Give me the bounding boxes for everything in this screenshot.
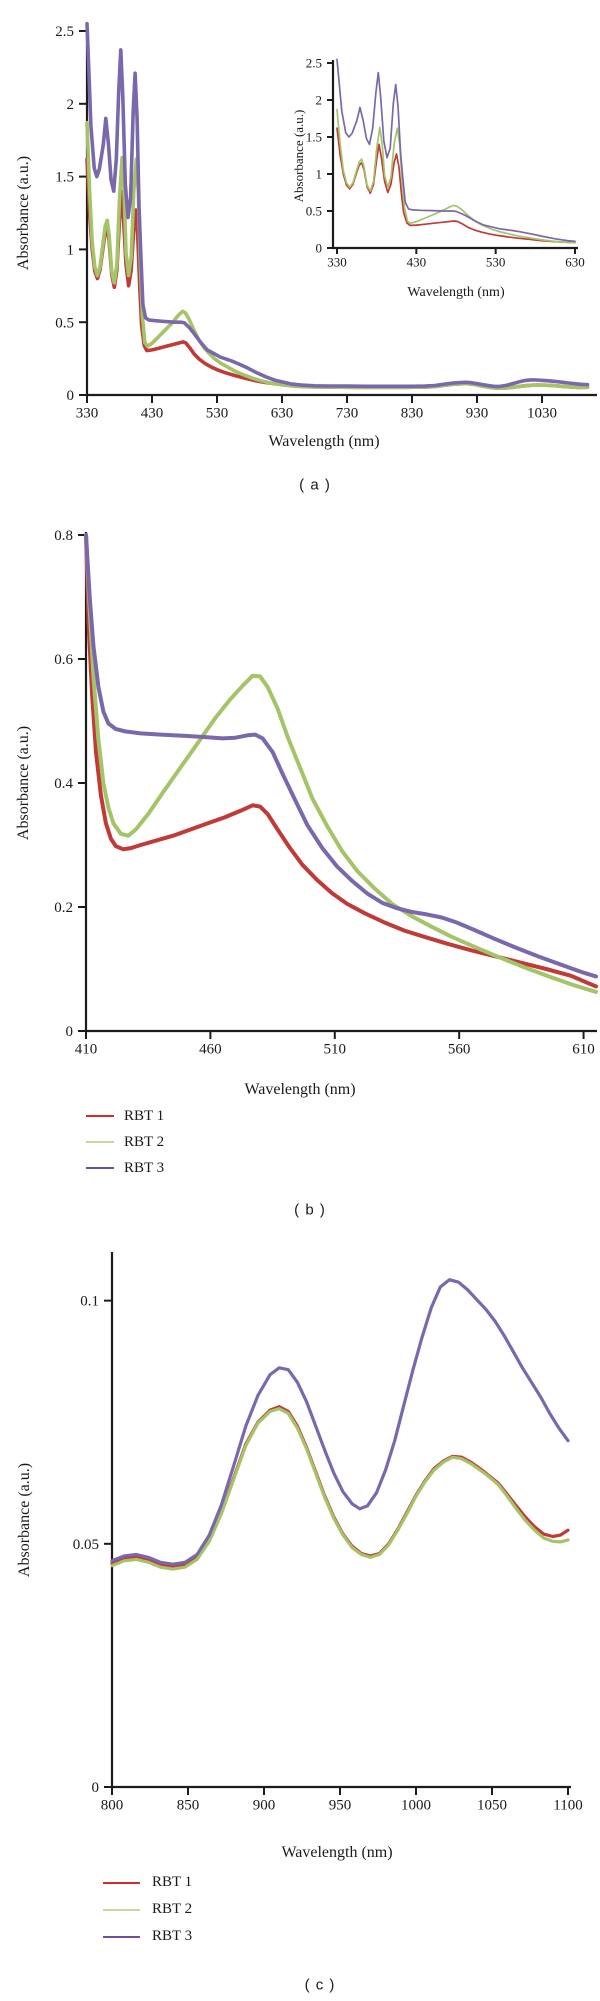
y-tick-label: 0.6 (54, 652, 73, 668)
y-tick-label: 2.5 (55, 24, 74, 40)
curve-rbt3 (110, 1278, 570, 1566)
legend-label: RBT 3 (152, 1928, 193, 1944)
y-tick-label: 0.5 (55, 315, 74, 331)
y-tick-label: 0 (67, 388, 75, 404)
legend-item: RBT 2 (103, 1896, 192, 1923)
curve-rbt3 (84, 533, 598, 979)
panel-a-x-axis-label: Wavelength (nm) (268, 433, 380, 450)
x-tick-label: 530 (206, 405, 229, 421)
x-tick-label: 610 (572, 1041, 595, 1057)
y-tick-label: 1.5 (306, 129, 322, 144)
x-tick-label: 510 (324, 1041, 347, 1057)
x-tick-label: 830 (401, 405, 424, 421)
panel-c-caption: ( c ) (304, 1976, 336, 1994)
y-tick-label: 1.5 (55, 170, 74, 186)
y-tick-label: 0.4 (54, 776, 73, 792)
x-tick-label: 900 (253, 1797, 276, 1813)
y-tick-label: 0 (92, 1780, 100, 1796)
y-tick-label: 2.5 (306, 55, 322, 70)
panel-b-y-axis-label: Absorbance (a.u.) (15, 725, 32, 841)
x-tick-label: 730 (336, 405, 359, 421)
x-tick-label: 330 (76, 405, 99, 421)
x-tick-label: 930 (466, 405, 489, 421)
curve-rbt2 (110, 1406, 570, 1571)
panel-a-caption: ( a ) (299, 476, 331, 494)
panel-c-y-axis-label: Absorbance (a.u.) (16, 1462, 33, 1578)
y-tick-label: 0.1 (80, 1294, 99, 1310)
y-tick-label: 0.2 (54, 900, 73, 916)
curve-rbt1 (84, 533, 598, 989)
x-tick-label: 330 (327, 254, 347, 269)
legend-label: RBT 1 (124, 1107, 165, 1124)
panel-b-caption: ( b ) (294, 1201, 326, 1219)
x-tick-label: 430 (407, 254, 427, 269)
legend-label: RBT 1 (152, 1874, 193, 1890)
y-tick-label: 2 (67, 97, 75, 113)
curve-rbt2 (84, 533, 598, 994)
x-tick-label: 560 (448, 1041, 471, 1057)
curve-rbt3 (336, 58, 576, 243)
curve-rbt2 (85, 120, 590, 391)
legend-line-swatch (103, 1881, 140, 1884)
legend-item: RBT 1 (86, 1103, 164, 1129)
panel-b: 410 460 510 560 610 0 0.2 0.4 0.6 0.8 (54, 528, 598, 1057)
panel-c-x-axis-label: Wavelength (nm) (281, 1844, 393, 1861)
y-tick-label: 0 (66, 1024, 74, 1040)
curve-rbt1 (336, 127, 576, 244)
curve-rbt1 (85, 157, 590, 391)
x-tick-label: 1030 (527, 405, 557, 421)
legend-label: RBT 2 (152, 1901, 193, 1917)
legend-line-swatch (86, 1141, 114, 1143)
y-tick-label: 1 (316, 166, 323, 181)
x-tick-label: 800 (101, 1797, 124, 1813)
y-tick-label: 0.5 (306, 203, 322, 218)
x-tick-label: 1000 (401, 1797, 431, 1813)
inset-y-axis-label: Absorbance (a.u.) (291, 109, 306, 203)
legend-item: RBT 1 (103, 1869, 192, 1896)
panel-a-main: 330 430 530 630 730 830 930 1030 0 0.5 1 1.5 2 2.5 (55, 21, 597, 421)
x-tick-label: 460 (199, 1041, 222, 1057)
legend-line-swatch (103, 1935, 140, 1938)
x-tick-label: 530 (486, 254, 506, 269)
x-tick-label: 630 (565, 254, 585, 269)
x-tick-label: 1100 (553, 1797, 582, 1813)
panel-c: 800 850 900 950 1000 1050 1100 0 0.05 0.1 (73, 1252, 583, 1813)
x-tick-label: 850 (177, 1797, 200, 1813)
inset-x-axis-label: Wavelength (nm) (407, 285, 505, 300)
legend-item: RBT 3 (103, 1923, 192, 1950)
legend-line-swatch (103, 1908, 140, 1911)
y-tick-label: 1 (67, 243, 75, 259)
legend-line-swatch (86, 1167, 114, 1169)
y-tick-label: 0.8 (54, 528, 73, 544)
panel-b-x-axis-label: Wavelength (nm) (244, 1081, 356, 1098)
x-tick-label: 950 (329, 1797, 352, 1813)
legend-line-swatch (86, 1115, 114, 1117)
panel-b-legend: RBT 1 RBT 2 RBT 3 (86, 1103, 164, 1181)
curve-rbt2 (336, 108, 576, 244)
panel-a-y-axis-label: Absorbance (a.u.) (15, 155, 32, 271)
legend-label: RBT 2 (124, 1133, 165, 1150)
y-tick-label: 0.05 (73, 1537, 99, 1553)
x-tick-label: 1050 (477, 1797, 507, 1813)
x-tick-label: 410 (75, 1041, 98, 1057)
legend-label: RBT 3 (124, 1159, 165, 1176)
panel-a-inset: 330 430 530 630 0 0.5 1 1.5 2 2.5 (306, 55, 585, 269)
x-tick-label: 630 (271, 405, 294, 421)
curve-rbt3 (85, 21, 590, 389)
x-tick-label: 430 (141, 405, 164, 421)
panel-c-legend: RBT 1 RBT 2 RBT 3 (103, 1869, 192, 1950)
y-tick-label: 0 (316, 240, 323, 255)
legend-item: RBT 2 (86, 1129, 164, 1155)
legend-item: RBT 3 (86, 1155, 164, 1181)
y-tick-label: 2 (316, 92, 323, 107)
